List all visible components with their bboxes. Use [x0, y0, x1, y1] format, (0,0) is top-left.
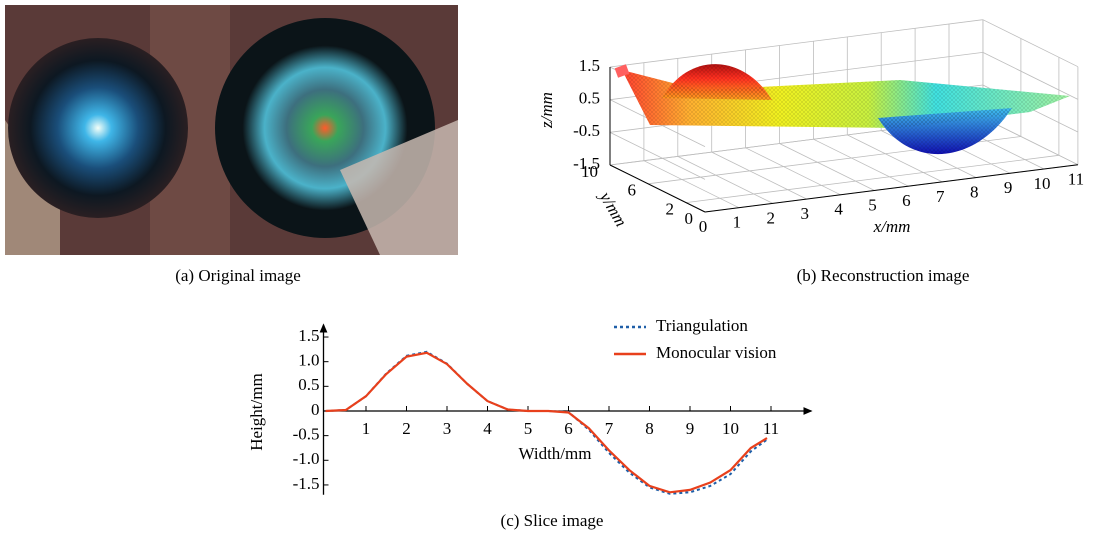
legend-label: Monocular vision — [656, 343, 777, 362]
x-tick-label: 5 — [524, 419, 533, 438]
grid-line — [712, 152, 807, 199]
z-tick-label: 1.5 — [579, 56, 600, 75]
z-tick-label: 0.5 — [579, 89, 600, 108]
x-tick-label: 11 — [1068, 170, 1084, 189]
series-line — [326, 353, 768, 493]
z-tick-label: -1.5 — [573, 154, 600, 173]
axis-line — [705, 165, 1078, 212]
x-tick-label: 1 — [733, 213, 742, 232]
x-tick-label: 5 — [868, 195, 877, 214]
y-tick-label: 2 — [666, 200, 675, 219]
x-tick-label: 9 — [686, 419, 695, 438]
grid-line — [746, 148, 841, 195]
x-tick-label: 0 — [699, 217, 708, 236]
x-axis-label: x/mm — [873, 217, 911, 236]
grid-line — [780, 144, 875, 191]
x-tick-label: 2 — [402, 419, 411, 438]
x-axis-label: Width/mm — [519, 444, 592, 463]
caption: (b) Reconstruction image — [797, 266, 970, 285]
y-tick-label: 1.5 — [298, 326, 319, 345]
y-tick-label: 0.5 — [298, 375, 319, 394]
x-tick-label: 8 — [970, 183, 979, 202]
y-tick-label: 0 — [685, 209, 694, 228]
caption: (c) Slice image — [501, 511, 604, 530]
y-tick-label: 6 — [628, 181, 637, 200]
x-tick-label: 1 — [362, 419, 371, 438]
surface — [615, 64, 1070, 154]
x-tick-label: 9 — [1004, 178, 1013, 197]
grid-line — [610, 20, 983, 67]
legend-label: Triangulation — [656, 316, 748, 335]
x-tick-label: 4 — [834, 200, 843, 219]
y-tick-label: -0.5 — [293, 425, 320, 444]
caption: (a) Original image — [175, 266, 301, 285]
x-tick-label: 4 — [483, 419, 492, 438]
grid-line — [678, 156, 773, 203]
z-axis-label: z/mm — [537, 92, 556, 129]
photo — [5, 5, 458, 255]
x-tick-label: 8 — [645, 419, 654, 438]
x-tick-label: 7 — [936, 187, 945, 206]
x-tick-label: 3 — [443, 419, 452, 438]
y-tick-label: 1.0 — [298, 351, 319, 370]
y-axis-label: y/mm — [595, 187, 631, 230]
x-tick-label: 10 — [1034, 174, 1051, 193]
x-tick-label: 11 — [763, 419, 779, 438]
x-tick-label: 3 — [800, 204, 809, 223]
x-tick-label: 10 — [722, 419, 739, 438]
series-line — [326, 352, 768, 494]
z-tick-label: -0.5 — [573, 121, 600, 140]
x-tick-label: 6 — [564, 419, 573, 438]
grid-line — [813, 139, 908, 186]
figure: (a) Original image0123456789101102610-1.… — [0, 0, 1106, 536]
y-tick-label: -1.0 — [293, 449, 320, 468]
y-tick-label: -1.5 — [293, 474, 320, 493]
y-axis-label: Height/mm — [247, 373, 266, 450]
x-tick-label: 2 — [767, 208, 776, 227]
grid-line — [644, 161, 739, 208]
y-tick-label: 0 — [311, 400, 320, 419]
x-tick-label: 7 — [605, 419, 614, 438]
x-tick-label: 6 — [902, 191, 911, 210]
